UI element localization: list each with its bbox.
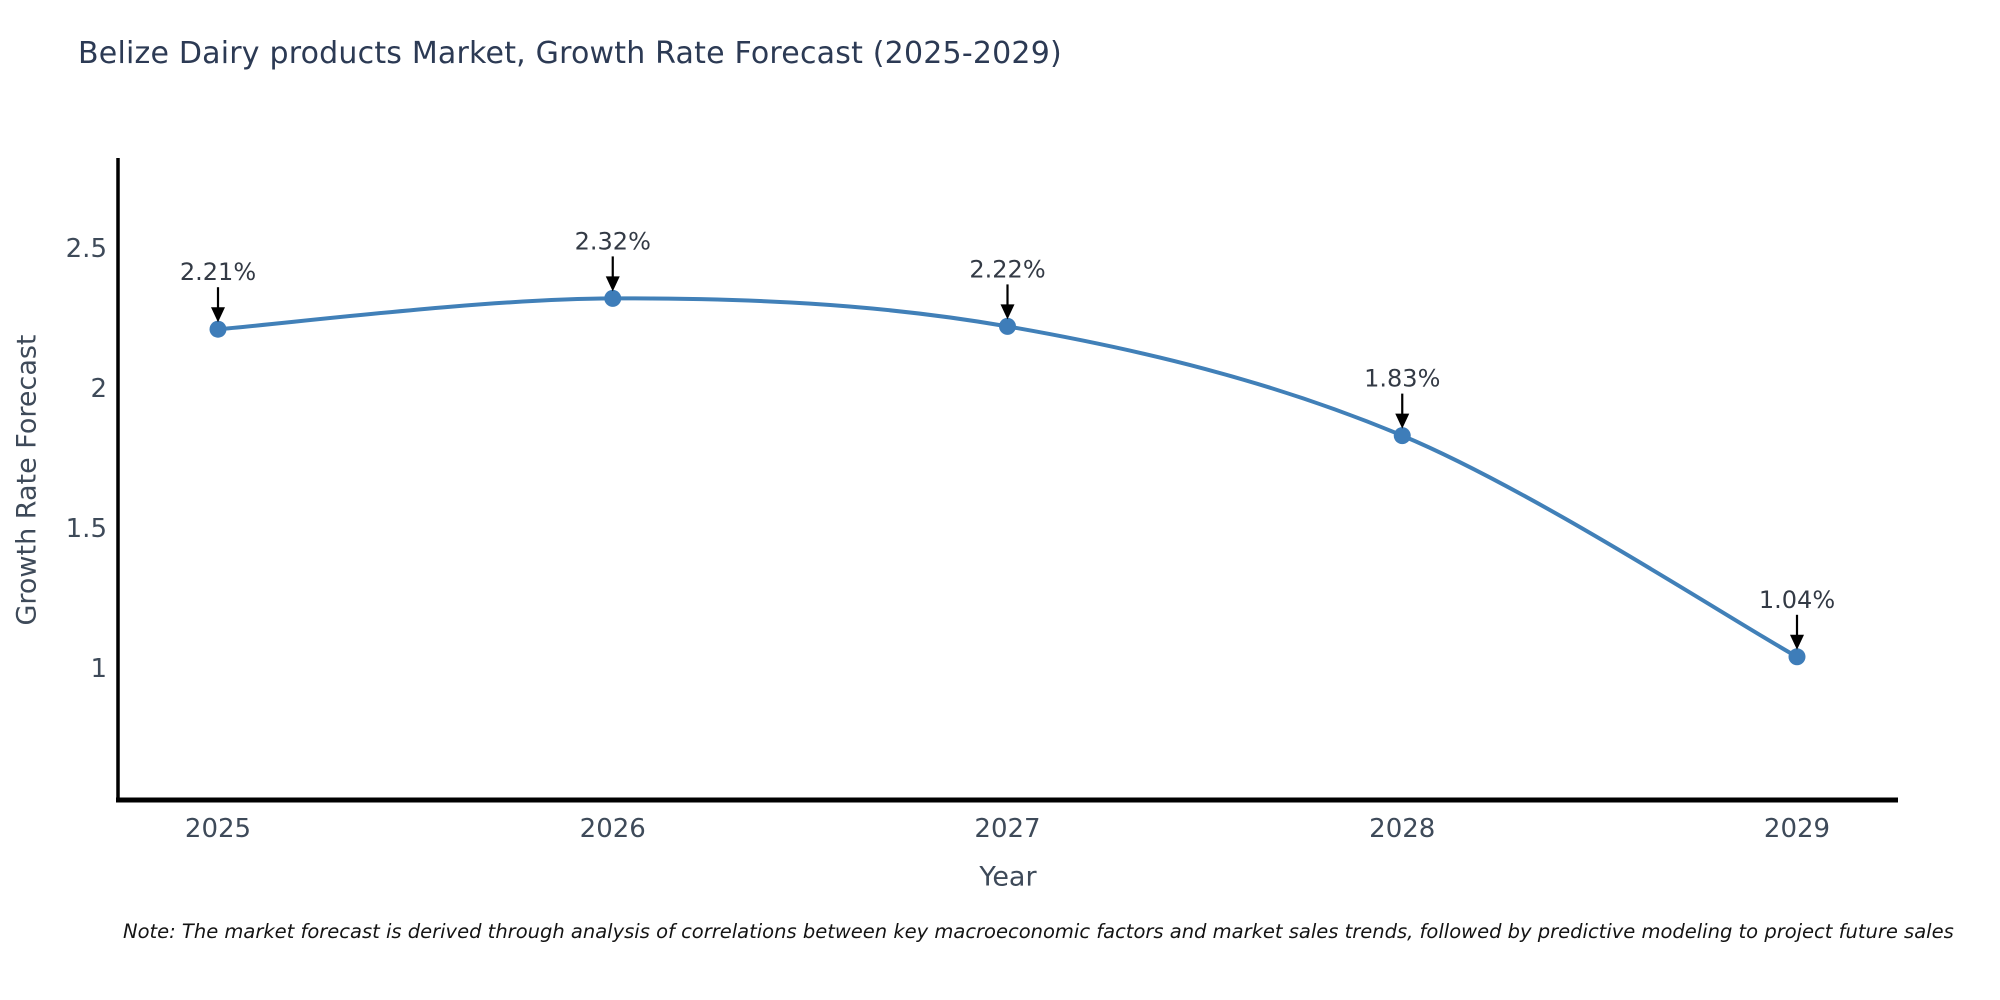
annotation-arrow-head: [1395, 413, 1410, 429]
data-point: [1788, 648, 1806, 666]
data-point-label: 2.32%: [575, 227, 651, 255]
y-tick-label: 1: [90, 654, 107, 684]
x-tick-label: 2029: [1764, 814, 1830, 844]
data-point-label: 2.22%: [969, 255, 1045, 283]
data-point: [999, 317, 1016, 335]
footnote: Note: The market forecast is derived thr…: [123, 920, 1954, 943]
data-point-label: 1.83%: [1364, 365, 1440, 393]
trend-line: [216, 296, 1799, 659]
y-axis-title: Growth Rate Forecast: [11, 334, 43, 626]
data-point-label: 1.04%: [1759, 586, 1835, 614]
data-point: [209, 320, 227, 338]
x-tick-label: 2025: [185, 814, 251, 844]
annotation-arrow-head: [211, 307, 225, 323]
annotation-arrow-head: [1000, 304, 1015, 320]
data-point: [1393, 427, 1411, 445]
annotation-arrow-head: [1790, 634, 1804, 650]
y-tick-label: 2: [90, 374, 107, 404]
x-tick-label: 2028: [1369, 814, 1435, 844]
x-axis-title: Year: [979, 861, 1037, 893]
x-tick-label: 2027: [974, 814, 1040, 844]
y-tick-label: 1.5: [66, 514, 107, 544]
annotation-arrow-head: [605, 276, 620, 292]
chart-title: Belize Dairy products Market, Growth Rat…: [78, 36, 1062, 71]
data-point-label: 2.21%: [180, 258, 256, 286]
data-point: [604, 289, 622, 307]
y-tick-label: 2.5: [66, 234, 107, 264]
x-tick-label: 2026: [580, 814, 646, 844]
